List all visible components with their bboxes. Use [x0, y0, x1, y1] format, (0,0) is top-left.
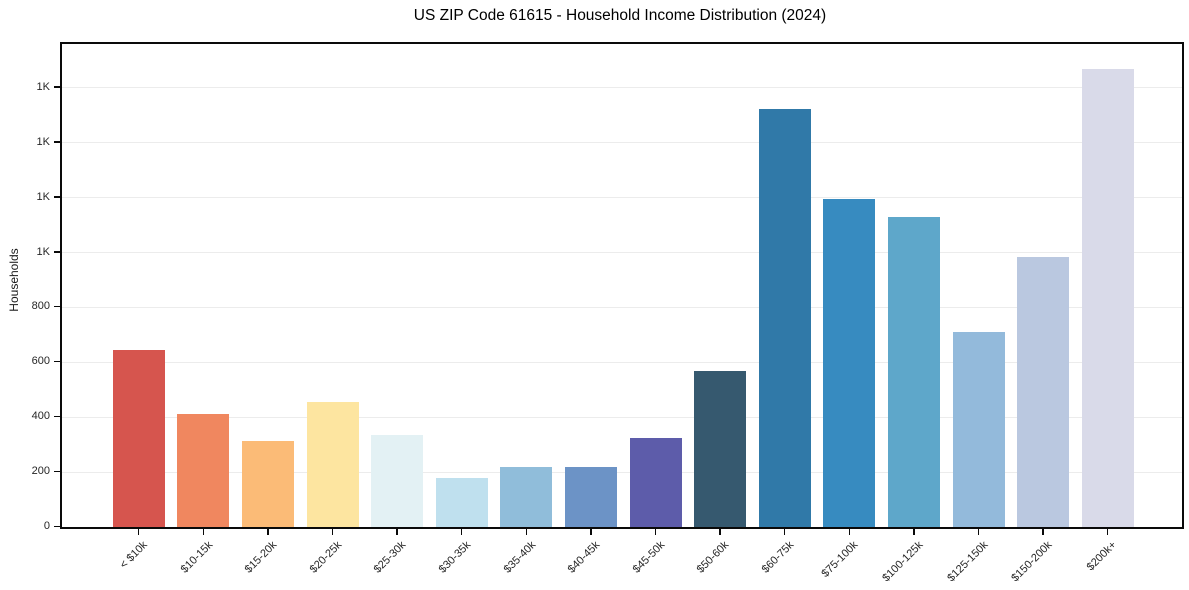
bar-30-35k — [435, 478, 488, 527]
chart-title: US ZIP Code 61615 - Household Income Dis… — [413, 7, 827, 24]
x-tick-mark — [267, 529, 269, 535]
x-tick-label: $15-20k — [242, 539, 280, 576]
x-tick-mark — [783, 529, 786, 535]
plot-area — [60, 42, 1184, 529]
bar-200k — [1081, 68, 1134, 527]
y-tick-label: 600 — [31, 355, 50, 368]
y-tick-mark — [54, 251, 60, 253]
x-tick-mark — [1106, 529, 1109, 535]
x-tick-mark — [331, 529, 334, 535]
y-tick-label: 200 — [31, 465, 50, 478]
y-tick-label: 1K — [36, 190, 50, 203]
bar-35-40k — [500, 466, 553, 527]
bar-15-20k — [241, 440, 294, 527]
y-tick-label: 1K — [36, 135, 50, 148]
x-tick-label: < $10k — [118, 539, 151, 572]
x-tick-mark — [137, 529, 140, 535]
x-tick-label: $20-25k — [307, 539, 344, 576]
x-tick-mark — [460, 529, 463, 535]
bar-25-30k — [371, 435, 424, 527]
bar-40-45k — [564, 467, 617, 527]
y-tick-label: 0 — [43, 520, 50, 532]
y-axis-label: Households — [7, 248, 21, 312]
gridline — [62, 87, 1182, 89]
x-tick-mark — [654, 529, 657, 535]
x-tick-label: $100-125k — [880, 539, 926, 585]
gridline — [62, 306, 1182, 308]
x-tick-label: $35-40k — [501, 539, 538, 576]
x-tick-label: $125-150k — [944, 539, 990, 585]
x-tick-label: $45-50k — [630, 539, 667, 576]
y-tick-label: 800 — [31, 300, 50, 313]
y-tick-mark — [54, 196, 60, 198]
bar-60-75k — [758, 108, 811, 527]
bar-10k — [112, 350, 165, 527]
y-tick-mark — [54, 305, 60, 308]
y-tick-label: 1K — [36, 80, 50, 93]
y-tick-mark — [54, 525, 60, 527]
x-tick-mark — [977, 529, 980, 535]
x-tick-label: $30-35k — [436, 539, 474, 576]
bar-125-150k — [952, 332, 1005, 527]
bar-150-200k — [1017, 256, 1070, 527]
y-tick-mark — [54, 86, 60, 88]
x-tick-label: $25-30k — [371, 539, 409, 576]
bar-100-125k — [887, 216, 940, 527]
x-tick-mark — [202, 529, 205, 535]
gridline — [62, 197, 1182, 199]
bar-75-100k — [823, 199, 876, 527]
x-tick-mark — [396, 529, 398, 535]
gridline — [62, 252, 1182, 254]
gridline — [62, 361, 1182, 363]
x-tick-mark — [525, 529, 528, 535]
bar-10-15k — [177, 414, 230, 527]
y-tick-label: 1K — [36, 245, 50, 258]
x-tick-label: $50-60k — [694, 539, 732, 576]
bar-20-25k — [306, 402, 359, 527]
x-tick-mark — [719, 529, 721, 535]
y-tick-label: 400 — [31, 410, 50, 423]
x-tick-mark — [848, 529, 851, 535]
x-tick-label: $200k+ — [1084, 539, 1120, 574]
x-tick-mark — [590, 529, 592, 535]
x-tick-mark — [913, 529, 915, 535]
gridline — [62, 471, 1182, 473]
y-tick-mark — [54, 360, 60, 363]
x-tick-label: $150-200k — [1009, 539, 1055, 585]
gridline — [62, 416, 1182, 418]
gridline — [62, 142, 1182, 144]
y-tick-mark — [54, 141, 60, 143]
x-tick-label: $60-75k — [759, 539, 797, 576]
x-tick-label: $40-45k — [565, 539, 603, 576]
bar-50-60k — [694, 370, 747, 527]
x-tick-label: $75-100k — [819, 539, 861, 580]
x-tick-mark — [1042, 529, 1044, 535]
bar-45-50k — [629, 437, 682, 527]
y-tick-mark — [54, 470, 60, 473]
x-tick-label: $10-15k — [178, 539, 215, 576]
y-tick-mark — [54, 415, 60, 418]
